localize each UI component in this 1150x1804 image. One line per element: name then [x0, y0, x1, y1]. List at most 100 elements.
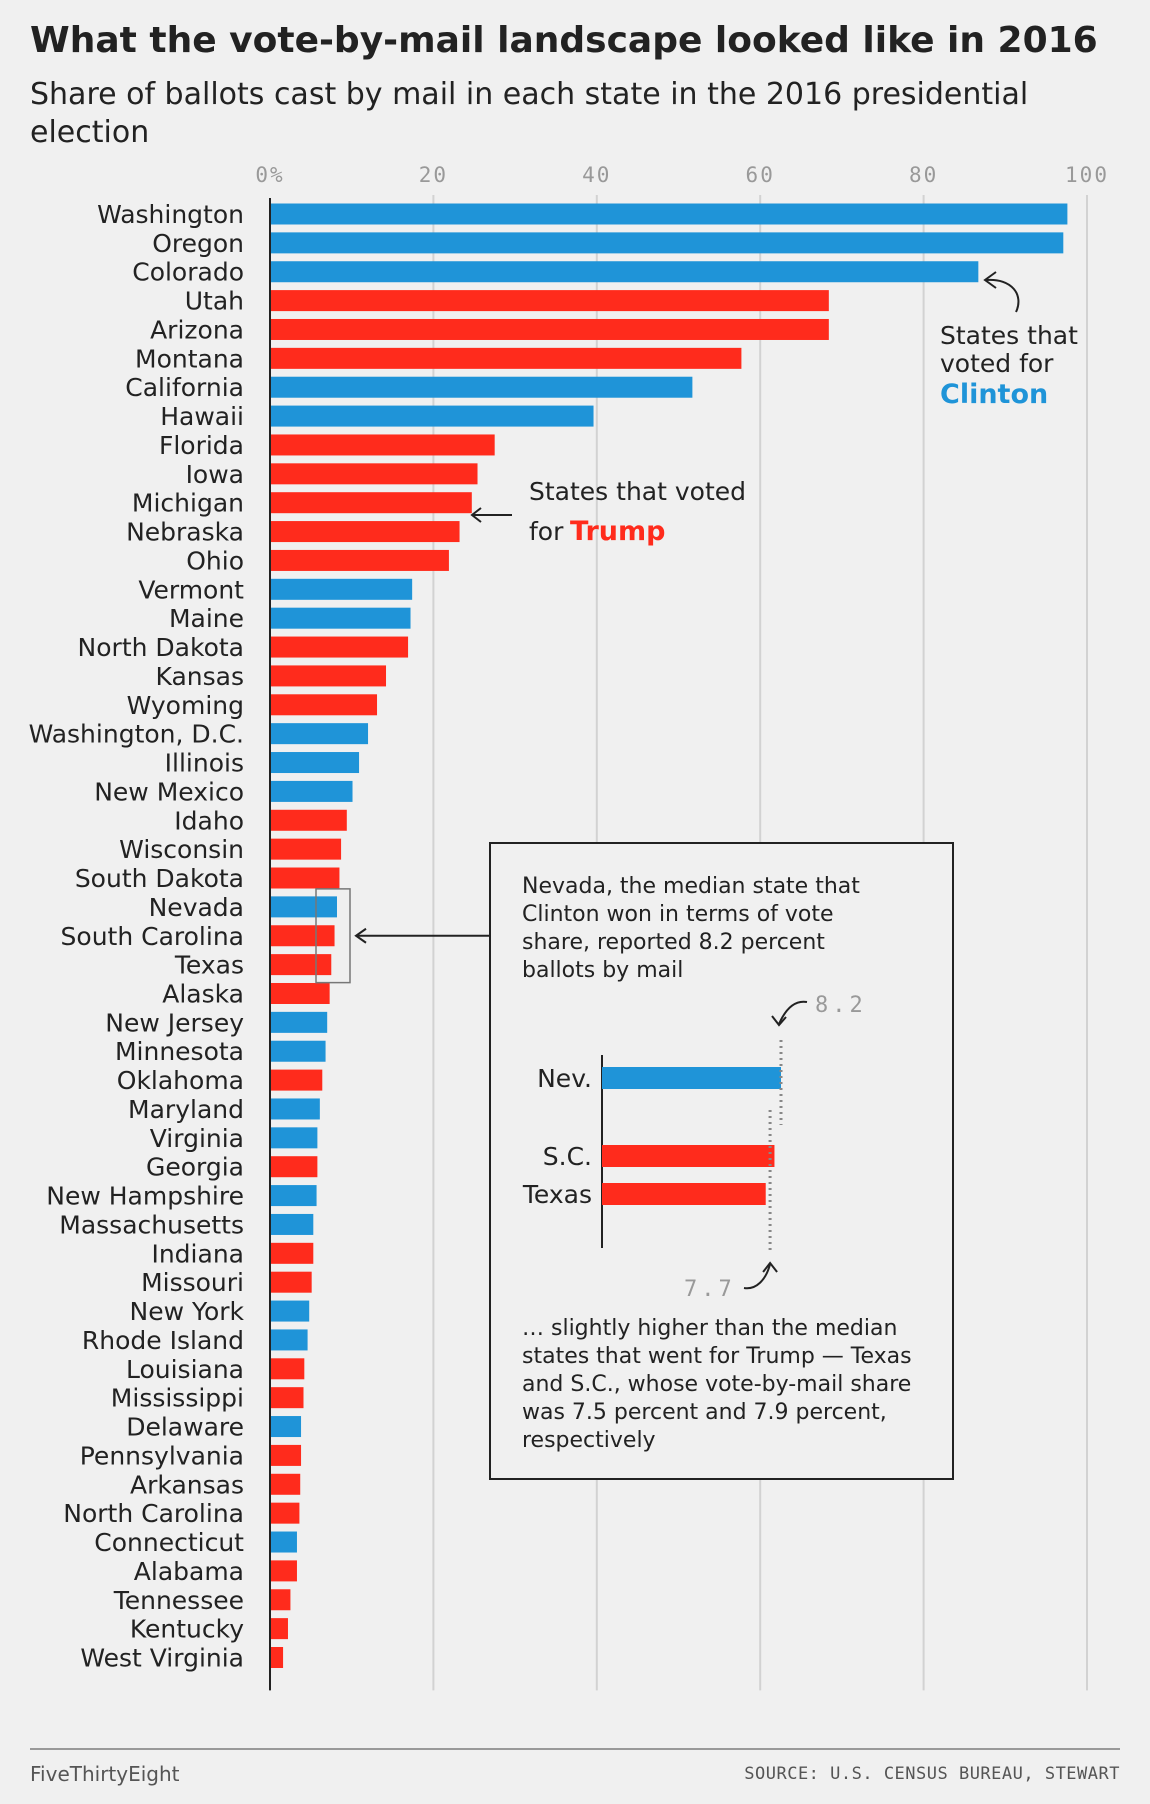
category-label: Oklahoma [117, 1066, 244, 1095]
category-label: Nevada [149, 893, 244, 922]
category-label: North Carolina [63, 1499, 244, 1528]
inset-intro-text: ballots by mail [522, 958, 683, 983]
bar [270, 1127, 318, 1149]
bar [270, 1387, 304, 1409]
bar [270, 1358, 305, 1380]
inset-outro-text: states that went for Trump — Texas [522, 1344, 912, 1369]
bar [270, 1156, 318, 1178]
annotation-text: voted for [940, 349, 1054, 378]
bar [270, 1647, 284, 1668]
arrowhead-icon [983, 271, 997, 289]
bar [270, 434, 495, 456]
bar [270, 694, 378, 716]
inset-intro-text: share, reported 8.2 percent [522, 930, 825, 955]
bar [270, 376, 693, 398]
category-label: New York [130, 1297, 245, 1326]
bar [270, 752, 360, 774]
bar [270, 1040, 326, 1062]
category-label: Oregon [152, 229, 244, 258]
category-label: Wisconsin [119, 835, 244, 864]
bar [270, 1011, 328, 1033]
annotation-text: States that [940, 321, 1078, 350]
category-label: Michigan [132, 489, 244, 518]
category-label: Kentucky [130, 1615, 244, 1644]
inset-bar [602, 1067, 781, 1089]
x-tick-label: 40 [582, 163, 611, 187]
inset-outro-text: respectively [522, 1428, 656, 1453]
category-label: Alabama [134, 1557, 244, 1586]
category-label: Texas [174, 951, 244, 980]
bar-chart: 0% 20 40 60 80 100 WashingtonOregonColoradoUta… [29, 163, 1107, 1691]
bar [270, 1069, 323, 1091]
bar [270, 1098, 320, 1120]
category-label: Nebraska [126, 518, 244, 547]
arrowhead-icon [354, 927, 367, 944]
bar [270, 521, 460, 543]
bar [270, 261, 979, 283]
category-label: Georgia [146, 1153, 244, 1182]
bar [270, 232, 1064, 254]
category-label: Louisiana [126, 1355, 244, 1384]
x-tick-label: 20 [419, 163, 448, 187]
bar [270, 1213, 314, 1235]
bar [270, 665, 387, 687]
category-label: California [125, 373, 244, 402]
bar [270, 954, 332, 976]
arrowhead-icon [470, 507, 482, 523]
category-label: North Dakota [78, 633, 244, 662]
bar [270, 1300, 310, 1322]
category-label: Alaska [162, 979, 244, 1008]
category-label: South Carolina [61, 922, 244, 951]
arrow-icon [985, 278, 1020, 313]
bar [270, 1185, 317, 1207]
footer-brand: FiveThirtyEight [30, 1762, 180, 1786]
category-label: Pennsylvania [80, 1441, 244, 1470]
bar [270, 780, 353, 802]
category-label: Virginia [150, 1124, 244, 1153]
bar [270, 1271, 312, 1293]
inset-intro-text: Clinton won in terms of vote [522, 902, 834, 927]
inset-bar-label: Texas [522, 1180, 592, 1209]
category-label: Arkansas [130, 1470, 244, 1499]
inset-outro-text: and S.C., whose vote-by-mail share [522, 1372, 911, 1397]
arrow-icon [743, 1263, 772, 1290]
category-label: South Dakota [75, 864, 244, 893]
bar [270, 347, 742, 369]
inset-bar [602, 1145, 775, 1167]
inset-outro-text: was 7.5 percent and 7.9 percent, [522, 1400, 887, 1425]
bar [270, 318, 829, 340]
highlight-box [315, 888, 351, 984]
bar [270, 867, 340, 889]
inset-bar-label: Nev. [537, 1064, 592, 1093]
category-label: Connecticut [94, 1528, 244, 1557]
bar [270, 636, 409, 658]
footer-divider [30, 1748, 1120, 1750]
category-label: Indiana [151, 1239, 244, 1268]
bar [270, 203, 1068, 225]
marker-label: 8.2 [815, 993, 867, 1018]
category-label: Idaho [174, 806, 244, 835]
bar [270, 1560, 297, 1582]
category-label: Massachusetts [59, 1210, 244, 1239]
bar [270, 492, 472, 514]
bar [270, 1589, 291, 1611]
category-label: Maine [169, 604, 244, 633]
category-label: Florida [159, 431, 244, 460]
bar [270, 1444, 302, 1466]
bar [270, 1473, 301, 1495]
bar [270, 1416, 302, 1438]
bar [270, 578, 413, 600]
annotation-text: States that voted [529, 477, 746, 506]
annotation-trump: Trump [570, 516, 665, 547]
category-label: New Jersey [105, 1008, 244, 1037]
category-label: West Virginia [80, 1644, 244, 1673]
arrow-icon [778, 1000, 808, 1025]
bar [270, 982, 330, 1004]
bar [270, 463, 478, 485]
footer-source: SOURCE: U.S. CENSUS BUREAU, STEWART [744, 1764, 1120, 1784]
marker-label: 7.7 [684, 1277, 736, 1302]
category-label: Utah [185, 287, 244, 316]
annotation-text: for [529, 517, 564, 546]
inset-intro-text: Nevada, the median state that [522, 874, 860, 899]
category-label: Tennessee [113, 1586, 244, 1615]
